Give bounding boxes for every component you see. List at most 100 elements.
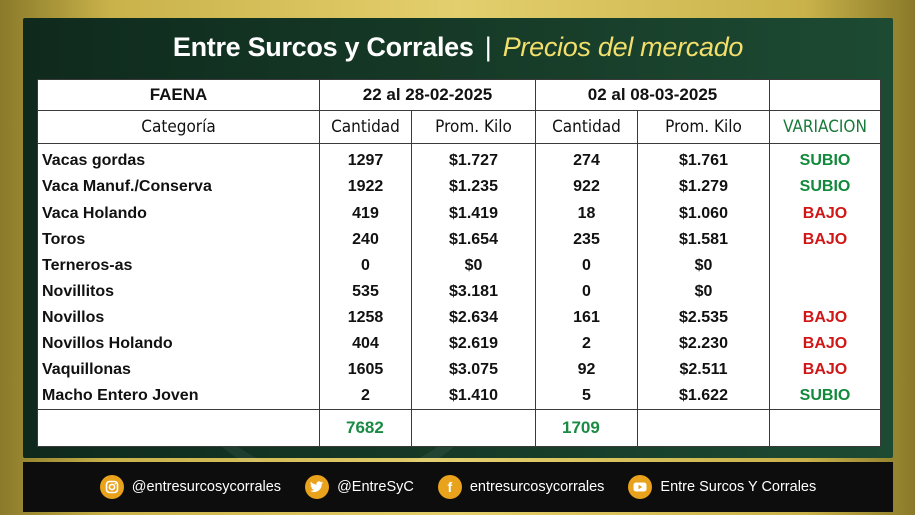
instagram-icon [99,475,124,499]
title-subtitle: Precios del mercado [502,32,744,62]
row-variacion: BAJO [769,356,881,383]
row-cantidad-1: 535 [319,278,412,305]
row-cantidad-2: 18 [535,200,638,227]
youtube-icon [628,475,653,499]
row-prom-kilo-2: $2.230 [637,330,770,357]
row-variacion: BAJO [769,330,881,357]
row-categoria: Vaquillonas [37,356,320,383]
row-categoria: Terneros-as [37,252,320,279]
row-variacion [769,252,881,279]
header-period-1: 22 al 28-02-2025 [319,79,536,111]
table-row: Novillitos 535 $3.181 0 $0 [37,278,881,305]
row-cantidad-2: 92 [535,356,638,383]
row-categoria: Toros [37,226,320,253]
row-cantidad-1: 1258 [319,304,412,331]
row-prom-kilo-1: $1.419 [411,200,536,227]
page-title: Entre Surcos y Corrales | Precios del me… [23,32,893,63]
prices-table: FAENA 22 al 28-02-2025 02 al 08-03-2025 … [37,79,881,447]
table-row: Novillos Holando 404 $2.619 2 $2.230 BAJO [37,330,881,357]
col-categoria: Categoría [37,110,320,144]
totals-empty [637,409,770,447]
header-empty [769,79,881,111]
row-variacion: BAJO [769,226,881,253]
row-variacion: BAJO [769,304,881,331]
row-variacion: SUBIO [769,382,881,410]
row-prom-kilo-2: $1.581 [637,226,770,253]
row-categoria: Novillitos [37,278,320,305]
row-categoria: Vacas gordas [37,143,320,175]
col-cantidad-1: Cantidad [319,110,412,144]
row-cantidad-2: 0 [535,252,638,279]
table-row: Vaca Manuf./Conserva 1922 $1.235 922 $1.279 S… [37,174,881,201]
row-variacion [769,278,881,305]
facebook-icon: f [437,475,462,499]
row-cantidad-2: 2 [535,330,638,357]
twitter-handle: @EntreSyC [337,479,414,495]
social-twitter[interactable]: @EntreSyC [305,475,414,499]
row-cantidad-1: 1605 [319,356,412,383]
row-cantidad-2: 274 [535,143,638,175]
col-prom-kilo-2: Prom. Kilo [637,110,770,144]
col-prom-kilo-1: Prom. Kilo [411,110,536,144]
table-row: Novillos 1258 $2.634 161 $2.535 BAJO [37,304,881,331]
header-faena: FAENA [37,79,320,111]
total-cantidad-2: 1709 [535,409,638,447]
row-cantidad-1: 0 [319,252,412,279]
row-cantidad-1: 240 [319,226,412,253]
totals-row: 7682 1709 [37,409,881,447]
row-prom-kilo-2: $0 [637,252,770,279]
row-prom-kilo-1: $1.727 [411,143,536,175]
table-row: Vaquillonas 1605 $3.075 92 $2.511 BAJO [37,356,881,383]
twitter-icon [305,475,330,499]
row-categoria: Macho Entero Joven [37,382,320,410]
row-prom-kilo-2: $2.535 [637,304,770,331]
table-header-top: FAENA 22 al 28-02-2025 02 al 08-03-2025 [37,79,881,111]
row-cantidad-1: 1297 [319,143,412,175]
row-prom-kilo-1: $0 [411,252,536,279]
row-variacion: SUBIO [769,143,881,175]
social-youtube[interactable]: Entre Surcos Y Corrales [628,475,816,499]
row-categoria: Novillos Holando [37,330,320,357]
total-cantidad-1: 7682 [319,409,412,447]
title-main: Entre Surcos y Corrales [172,32,474,62]
totals-empty [769,409,881,447]
row-cantidad-2: 235 [535,226,638,253]
table-row: Vaca Holando 419 $1.419 18 $1.060 BAJO [37,200,881,227]
row-prom-kilo-2: $1.622 [637,382,770,410]
facebook-handle: entresurcosycorrales [469,479,605,495]
row-prom-kilo-2: $1.279 [637,174,770,201]
social-instagram[interactable]: @entresurcosycorrales [99,475,282,499]
col-variacion: VARIACION [769,110,881,144]
row-cantidad-1: 1922 [319,174,412,201]
row-prom-kilo-2: $2.511 [637,356,770,383]
row-cantidad-1: 2 [319,382,412,410]
row-prom-kilo-1: $3.181 [411,278,536,305]
row-categoria: Novillos [37,304,320,331]
row-prom-kilo-2: $1.060 [637,200,770,227]
col-cantidad-2: Cantidad [535,110,638,144]
row-cantidad-1: 404 [319,330,412,357]
header-period-2: 02 al 08-03-2025 [535,79,770,111]
social-facebook[interactable]: f entresurcosycorrales [437,475,605,499]
instagram-handle: @entresurcosycorrales [131,479,282,495]
row-cantidad-2: 5 [535,382,638,410]
table-row: Vacas gordas 1297 $1.727 274 $1.761 SUBIO [37,143,881,175]
totals-empty [37,409,320,447]
row-prom-kilo-2: $0 [637,278,770,305]
title-separator: | [484,32,492,62]
table-row: Terneros-as 0 $0 0 $0 [37,252,881,279]
row-cantidad-1: 419 [319,200,412,227]
social-footer: @entresurcosycorrales @EntreSyC f entres… [23,462,893,512]
row-prom-kilo-1: $1.654 [411,226,536,253]
youtube-channel: Entre Surcos Y Corrales [660,479,817,495]
table-header-columns: Categoría Cantidad Prom. Kilo Cantidad P… [37,110,881,144]
row-prom-kilo-1: $1.410 [411,382,536,410]
row-prom-kilo-1: $2.619 [411,330,536,357]
main-panel: Entre Surcos y Corrales | Precios del me… [23,18,893,488]
table-row: Toros 240 $1.654 235 $1.581 BAJO [37,226,881,253]
row-categoria: Vaca Manuf./Conserva [37,174,320,201]
row-prom-kilo-1: $1.235 [411,174,536,201]
row-prom-kilo-1: $3.075 [411,356,536,383]
table-row: Macho Entero Joven 2 $1.410 5 $1.622 SUBIO [37,382,881,410]
row-cantidad-2: 161 [535,304,638,331]
